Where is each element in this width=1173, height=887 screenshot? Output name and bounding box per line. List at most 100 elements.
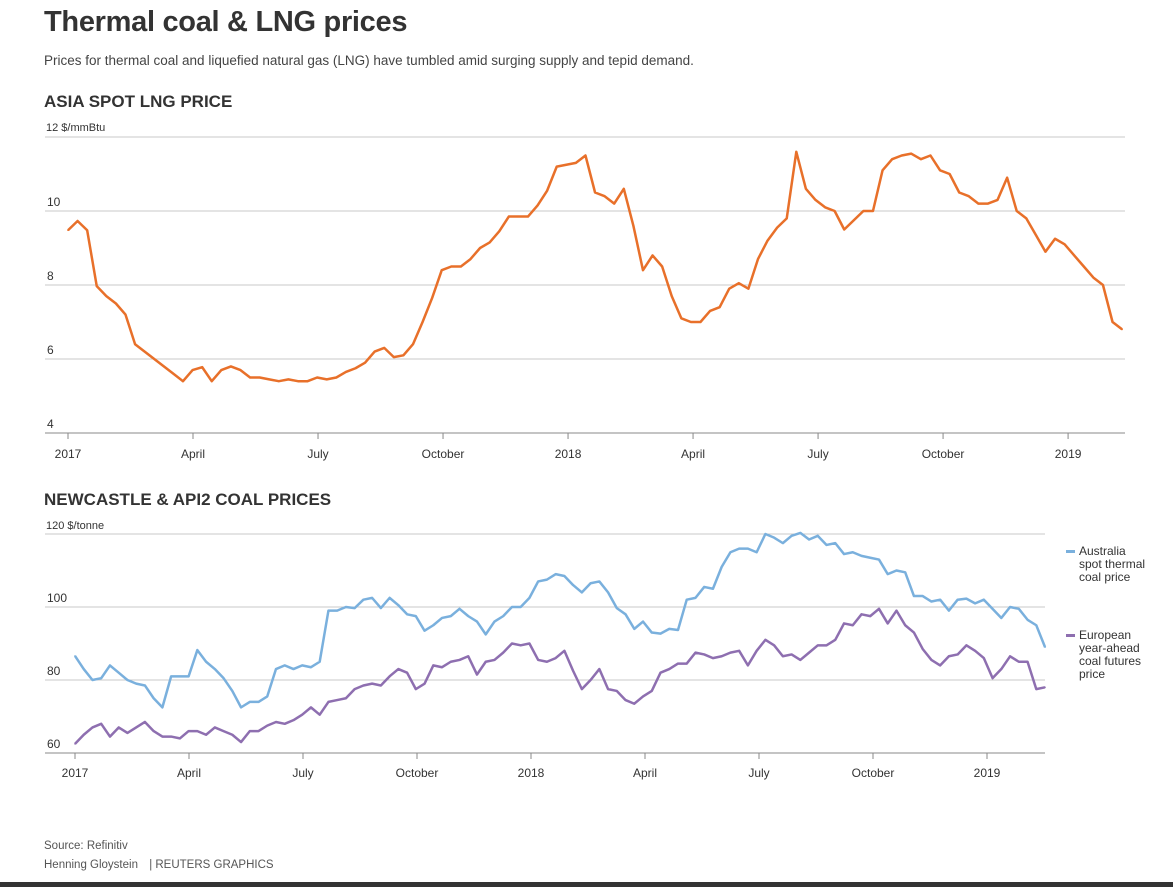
coal-data-point bbox=[231, 733, 234, 736]
lng-data-point bbox=[536, 204, 539, 207]
lng-data-point bbox=[1102, 284, 1104, 286]
coal-data-point bbox=[633, 628, 636, 630]
coal-data-point bbox=[677, 662, 679, 665]
lng-data-point bbox=[488, 241, 491, 244]
lng-data-point bbox=[268, 378, 271, 381]
lng-data-point bbox=[1111, 321, 1114, 323]
lng-data-point bbox=[939, 169, 941, 172]
coal-data-point bbox=[135, 682, 137, 685]
coal-data-point bbox=[554, 657, 557, 659]
source-note: Source: Refinitiv bbox=[44, 840, 128, 852]
coal-data-point bbox=[948, 655, 950, 658]
coal-data-point bbox=[283, 723, 286, 725]
lng-data-point bbox=[1092, 276, 1095, 279]
legend-item-australia: Australia spot thermal coal price bbox=[1066, 545, 1166, 584]
coal-data-point bbox=[834, 639, 837, 641]
lng-data-point bbox=[853, 219, 855, 222]
lng-data-point bbox=[498, 230, 501, 233]
lng-data-point bbox=[508, 215, 510, 218]
coal-data-point bbox=[371, 597, 373, 599]
coal-data-point bbox=[222, 730, 225, 732]
coal-data-point bbox=[720, 566, 723, 568]
coal-data-point bbox=[904, 624, 907, 627]
legend-label-european: European year-ahead coal futures price bbox=[1079, 628, 1142, 681]
lng-data-point bbox=[670, 295, 673, 297]
lng-data-point bbox=[661, 265, 663, 268]
coal-data-point bbox=[1044, 646, 1046, 648]
coal-data-point bbox=[546, 578, 548, 581]
coal-data-point bbox=[380, 607, 382, 609]
coal-data-point bbox=[275, 721, 277, 723]
coal-data-point bbox=[624, 613, 627, 616]
lng-data-point bbox=[900, 154, 903, 157]
lng-x-tick-label: July bbox=[307, 447, 328, 461]
lng-x-tick-label: April bbox=[681, 447, 705, 461]
coal-data-point bbox=[248, 730, 251, 732]
coal-data-point bbox=[764, 533, 767, 535]
coal-data-point bbox=[886, 573, 889, 575]
lng-data-point bbox=[450, 265, 453, 268]
lng-data-point bbox=[115, 302, 117, 305]
coal-series-line-1 bbox=[74, 607, 1046, 745]
lng-data-point bbox=[287, 378, 290, 381]
lng-data-point bbox=[440, 269, 443, 272]
coal-x-tick-label: April bbox=[177, 766, 201, 780]
coal-data-point bbox=[528, 597, 531, 599]
lng-x-tick-label: 2018 bbox=[555, 447, 582, 461]
lng-data-point bbox=[421, 321, 424, 323]
lng-data-point bbox=[527, 215, 529, 218]
coal-data-point bbox=[240, 706, 242, 709]
lng-data-point bbox=[1063, 243, 1066, 246]
coal-data-point bbox=[1000, 668, 1003, 670]
coal-data-point bbox=[187, 675, 190, 678]
coal-data-point bbox=[642, 620, 644, 623]
coal-data-point bbox=[117, 726, 120, 729]
coal-data-point bbox=[607, 591, 609, 594]
page-title: Thermal coal & LNG prices bbox=[44, 6, 408, 38]
coal-data-point bbox=[572, 670, 574, 672]
lng-data-point bbox=[345, 371, 347, 373]
lng-data-point bbox=[958, 191, 961, 194]
coal-data-point bbox=[921, 648, 924, 650]
lng-data-point bbox=[1044, 250, 1047, 253]
lng-data-point bbox=[546, 189, 548, 192]
lng-data-point bbox=[297, 380, 299, 383]
coal-data-point bbox=[825, 544, 828, 546]
coal-data-point bbox=[144, 684, 146, 687]
coal-data-point bbox=[554, 573, 557, 575]
lng-data-point bbox=[709, 310, 711, 312]
coal-data-point bbox=[336, 699, 338, 701]
coal-data-point bbox=[415, 688, 417, 690]
coal-data-point bbox=[790, 535, 793, 537]
lng-data-point bbox=[718, 306, 721, 309]
coal-data-point bbox=[519, 606, 522, 608]
lng-data-point bbox=[278, 380, 280, 383]
coal-data-point bbox=[467, 615, 470, 617]
lng-data-point bbox=[996, 199, 999, 201]
coal-data-point bbox=[1026, 618, 1029, 621]
lng-data-point bbox=[948, 173, 951, 175]
coal-data-point bbox=[939, 664, 941, 667]
coal-data-point bbox=[895, 569, 898, 572]
lng-data-point bbox=[393, 356, 395, 358]
coal-data-point bbox=[991, 608, 994, 610]
lng-data-point bbox=[364, 361, 366, 364]
coal-data-point bbox=[685, 598, 688, 601]
coal-data-point bbox=[913, 631, 915, 634]
coal-data-point bbox=[126, 679, 129, 681]
coal-data-point bbox=[712, 587, 714, 590]
coal-data-point bbox=[878, 558, 880, 561]
coal-data-point bbox=[720, 655, 723, 658]
coal-data-point bbox=[563, 650, 566, 652]
lng-data-point bbox=[738, 282, 740, 284]
lng-chart-title: ASIA SPOT LNG PRICE bbox=[44, 92, 233, 111]
coal-data-point bbox=[659, 632, 662, 635]
legend-swatch-european bbox=[1066, 634, 1075, 637]
lng-data-point bbox=[987, 202, 989, 205]
coal-data-point bbox=[974, 650, 976, 652]
lng-data-point bbox=[479, 247, 481, 249]
coal-data-point bbox=[109, 664, 111, 667]
coal-data-point bbox=[956, 653, 959, 656]
coal-data-point bbox=[214, 726, 216, 729]
